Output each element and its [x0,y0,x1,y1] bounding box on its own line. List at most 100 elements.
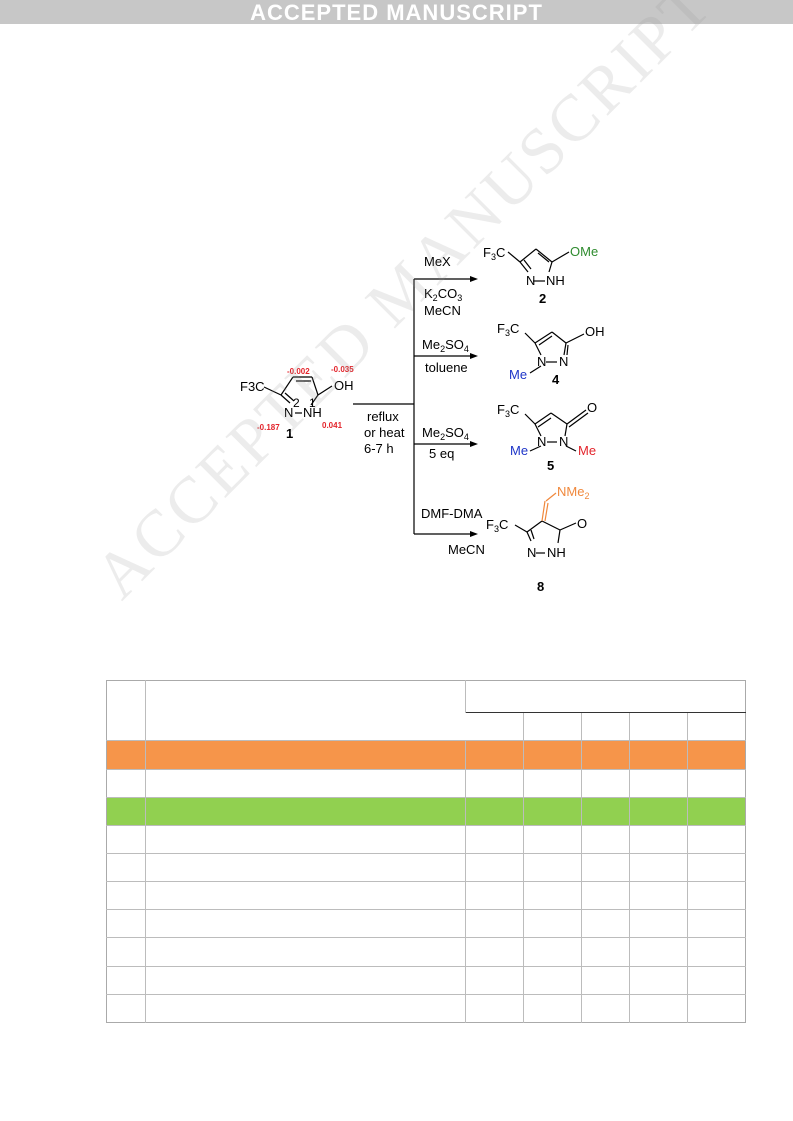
substrate-number-1: 1 [286,426,293,441]
table-header-group [464,680,746,713]
table-cell [145,852,466,882]
results-table [106,680,747,1023]
table-cell [106,993,146,1023]
table-row-highlight-green [106,796,746,826]
table-cell [581,965,630,995]
table-cell [523,965,582,995]
reagent-dmf-dma: DMF-DMA [421,506,483,521]
table-cell [581,909,630,938]
table-cell [145,768,466,798]
reagent-mecn-2: MeCN [448,542,485,557]
table-row [106,937,746,967]
reagent-me2so4-1: Me2SO4 [422,337,469,354]
product-8-enamine-bond [541,492,557,522]
table-cell [581,796,630,826]
p5-me-right-label: Me [578,443,596,458]
product-number-4: 4 [552,372,560,387]
table-cell [465,768,524,798]
p5-me-left-label: Me [510,443,528,458]
table-cell [106,937,146,967]
p4-cf3-label: F3C [497,321,519,338]
table-row [106,993,746,1023]
table-header-cell [145,680,466,741]
table-cell [145,909,466,938]
table-header-row [107,680,746,741]
table-cell [686,740,746,769]
product-number-8: 8 [537,579,544,594]
table-row [106,824,746,854]
substrate-nh-label: NH [303,405,322,420]
table-row [106,768,746,798]
table-cell [106,852,146,882]
table-cell [106,824,146,854]
table-cell [523,824,582,854]
reagent-k2co3: K2CO3 [424,286,462,303]
reagent-5eq: 5 eq [429,446,454,461]
substrate-pos1-label: 1 [309,396,316,410]
table-cell [523,852,582,882]
table-cell [145,796,466,826]
charge-n1: 0.041 [322,421,343,430]
charge-o: -0.035 [331,365,354,374]
table-cell [629,796,688,826]
table-cell [581,881,630,910]
p8-cf3-label: F3C [486,517,508,534]
table-cell [581,740,630,769]
p2-nh-label: NH [546,273,565,288]
p2-n-label: N [526,273,535,288]
p4-n2-label: N [559,354,568,369]
table-cell [465,852,524,882]
table-row [106,881,746,910]
table-cell [686,824,746,854]
table-cell [686,881,746,910]
table-cell [465,740,524,769]
product-number-2: 2 [539,291,546,306]
table-cell [629,824,688,854]
substrate-1-structure [263,376,333,414]
p4-n1-label: N [537,354,546,369]
charge-c4: -0.002 [287,367,310,376]
table-cell [465,824,524,854]
p8-n-label: N [527,545,536,560]
table-cell [465,993,524,1023]
table-cell [106,768,146,798]
table-cell [686,909,746,938]
table-cell [145,740,466,769]
reaction-scheme: F3C OH N NH 2 1 1 -0.002 -0.035 -0.187 0… [240,244,605,594]
table-cell [523,796,582,826]
table-cell [523,768,582,798]
condition-time: 6-7 h [364,441,394,456]
table-row [106,909,746,938]
table-cell [581,993,630,1023]
table-row-highlight-orange [106,740,746,769]
product-4-structure [524,331,585,374]
p2-ome-label: OMe [570,244,598,259]
table-cell [145,881,466,910]
table-cell [686,852,746,882]
table-cell [686,796,746,826]
p4-me-label: Me [509,367,527,382]
product-number-5: 5 [547,458,554,473]
table-cell [629,852,688,882]
table-cell [106,909,146,938]
table-row [106,965,746,995]
substrate-n2-label: N [284,405,293,420]
table-cell [465,909,524,938]
table-subheader-cell [686,712,746,741]
p8-nme2-label: NMe2 [557,484,589,501]
product-5-structure [524,409,589,452]
table-cell [686,993,746,1023]
reagent-mecn-1: MeCN [424,303,461,318]
substrate-oh-label: OH [334,378,354,393]
table-cell [145,824,466,854]
branch-arrows [353,276,478,537]
table-cell [106,881,146,910]
p5-o-label: O [587,400,597,415]
condition-or-heat: or heat [364,425,405,440]
table-cell [686,937,746,967]
p5-cf3-label: F3C [497,402,519,419]
table-cell [523,937,582,967]
table-cell [145,993,466,1023]
table-cell [629,909,688,938]
table-cell [523,740,582,769]
